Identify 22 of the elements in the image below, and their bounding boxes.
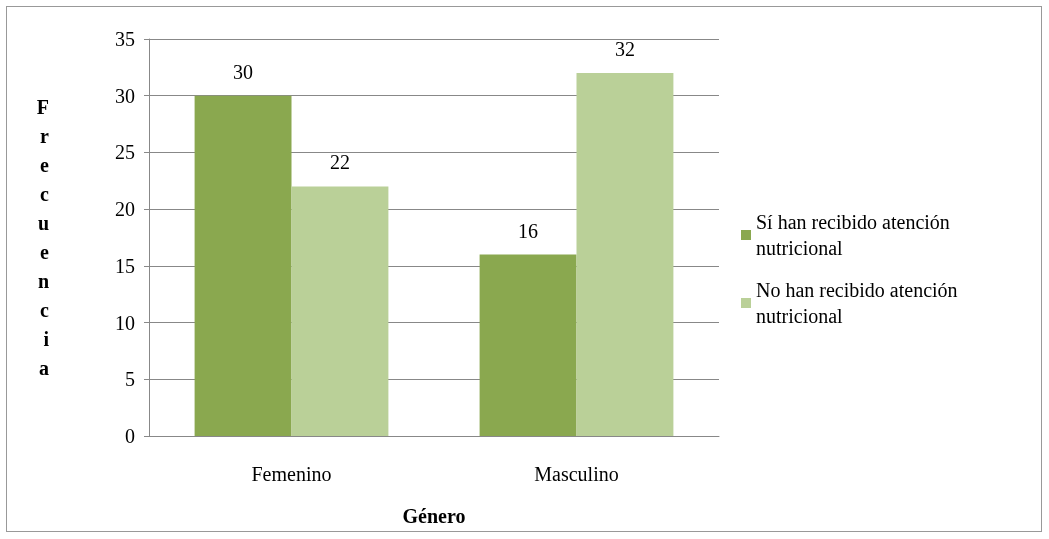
data-label: 16 <box>518 219 539 242</box>
y-tick-label: 25 <box>115 141 135 164</box>
legend-label: No han recibido atención nutricional <box>756 279 963 327</box>
y-tick-label: 0 <box>125 425 135 447</box>
bar <box>291 186 389 436</box>
legend-label: Sí han recibido atención nutricional <box>756 211 955 259</box>
y-tick-label: 35 <box>115 28 135 50</box>
data-label: 32 <box>614 38 635 61</box>
text: Frecuencia <box>36 96 49 379</box>
bar <box>479 254 577 436</box>
x-tick-label: Masculino <box>534 463 619 485</box>
x-axis-title: Género <box>402 505 466 527</box>
x-tick-label: Femenino <box>251 463 332 485</box>
y-tick-label: 15 <box>115 254 135 277</box>
data-label: 22 <box>329 151 350 174</box>
y-tick-label: 20 <box>115 198 135 221</box>
y-tick-label: 5 <box>125 368 135 391</box>
bar <box>194 95 292 436</box>
data-label: 30 <box>233 60 254 83</box>
bar <box>576 73 674 436</box>
y-tick-label: 10 <box>115 311 135 334</box>
y-tick-label: 30 <box>115 84 135 107</box>
